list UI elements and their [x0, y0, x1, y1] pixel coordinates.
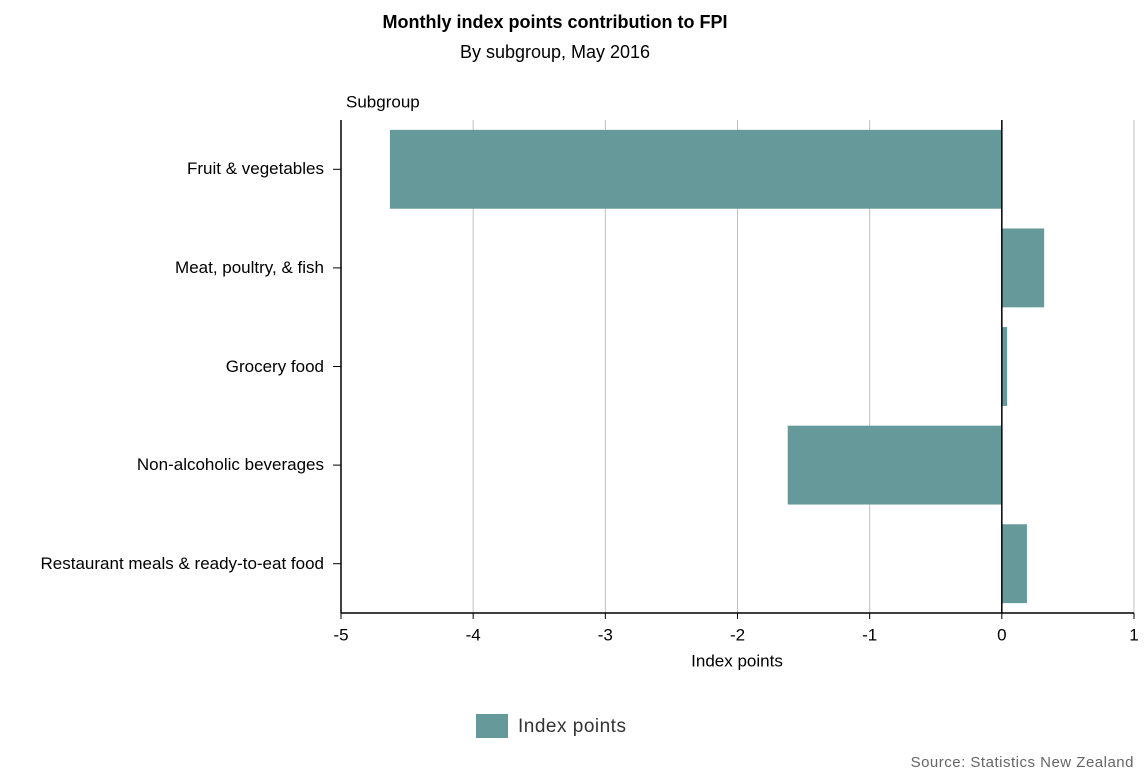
y-tick-label: Fruit & vegetables	[186, 159, 324, 179]
legend-label: Index points	[518, 716, 626, 737]
chart-subtitle: By subgroup, May 2016	[460, 42, 650, 62]
x-tick-label: -4	[466, 625, 481, 644]
x-axis-label: Index points	[691, 651, 783, 670]
bar	[1001, 524, 1027, 604]
bar	[1001, 327, 1008, 406]
y-tick-label: Restaurant meals & ready-to-eat food	[40, 553, 324, 573]
x-tick-label: -2	[730, 625, 745, 644]
chart-title: Monthly index points contribution to FPI	[383, 12, 728, 32]
x-tick-label: 1	[1129, 625, 1138, 644]
legend-swatch	[476, 714, 508, 738]
bar	[389, 129, 1002, 209]
y-axis-label: Subgroup	[346, 92, 420, 111]
y-tick-label: Meat, poultry, & fish	[175, 257, 324, 277]
y-tick-label: Non-alcoholic beverages	[136, 455, 324, 475]
x-tick-label: -3	[598, 625, 613, 644]
x-tick-label: 0	[997, 625, 1006, 644]
x-tick-label: -1	[862, 625, 877, 644]
y-tick-label: Grocery food	[225, 356, 324, 376]
source: Source: Statistics New Zealand	[911, 754, 1134, 771]
bar	[1001, 228, 1045, 308]
x-tick-label: -5	[333, 625, 348, 644]
bar	[787, 425, 1002, 505]
